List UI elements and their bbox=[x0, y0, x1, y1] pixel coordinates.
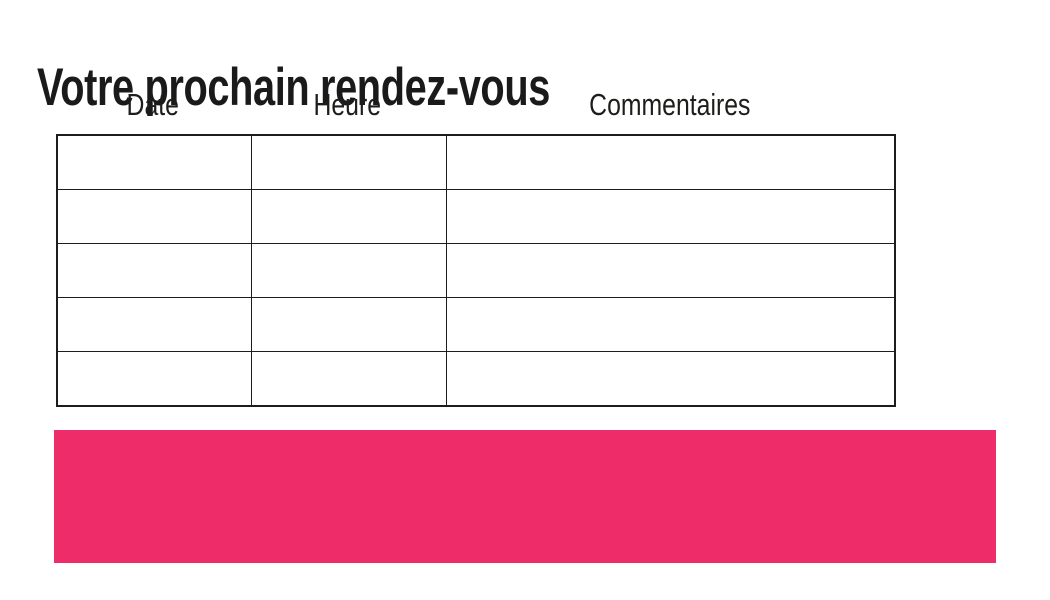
column-header-heure-label: Heure bbox=[313, 87, 382, 122]
accent-banner bbox=[54, 430, 996, 563]
table-row bbox=[56, 297, 896, 352]
table-row bbox=[56, 134, 896, 190]
column-header-commentaires-label: Commentaires bbox=[588, 87, 751, 122]
table-cell bbox=[56, 134, 252, 190]
table-cell bbox=[250, 243, 447, 298]
column-header-date-label: Date bbox=[126, 87, 180, 122]
column-header-heure: Heure bbox=[250, 89, 445, 120]
appointments-table-body bbox=[56, 134, 896, 407]
column-header-commentaires: Commentaires bbox=[445, 89, 894, 120]
table-cell bbox=[445, 243, 896, 298]
table-cell bbox=[445, 297, 896, 352]
table-cell bbox=[250, 297, 447, 352]
table-row bbox=[56, 243, 896, 298]
table-cell bbox=[250, 351, 447, 407]
table-cell bbox=[56, 297, 252, 352]
table-cell bbox=[445, 351, 896, 407]
table-cell bbox=[445, 134, 896, 190]
table-cell bbox=[445, 189, 896, 244]
appointments-table bbox=[56, 134, 896, 407]
table-row bbox=[56, 351, 896, 407]
table-cell bbox=[250, 134, 447, 190]
table-cell bbox=[56, 351, 252, 407]
table-cell bbox=[56, 189, 252, 244]
column-header-date: Date bbox=[56, 89, 250, 120]
table-row bbox=[56, 189, 896, 244]
table-cell bbox=[250, 189, 447, 244]
page-title: Votre prochain rendez-vous bbox=[37, 57, 550, 117]
table-cell bbox=[56, 243, 252, 298]
